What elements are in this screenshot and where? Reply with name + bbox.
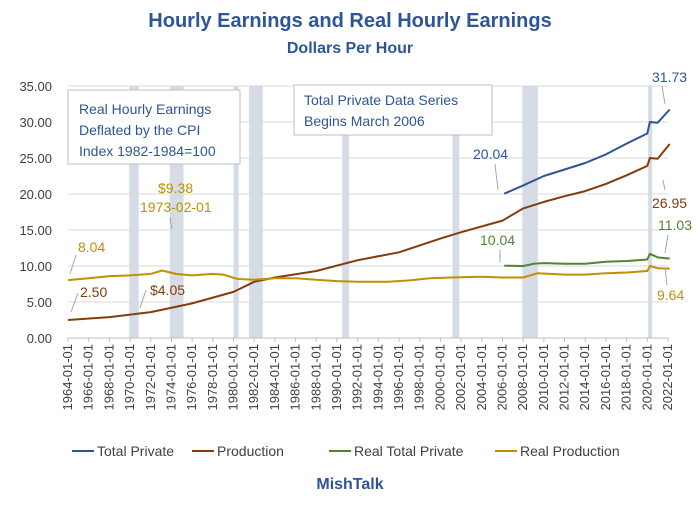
- label-leader-line: [69, 254, 77, 275]
- note-line: Total Private Data Series: [304, 92, 458, 108]
- x-tick-label: 1998-01-01: [412, 344, 427, 411]
- label-leader-line: [169, 216, 173, 230]
- x-tick-label: 2018-01-01: [619, 344, 634, 411]
- note-line: Real Hourly Earnings: [79, 101, 211, 117]
- series-line: [67, 143, 671, 321]
- legend-label: Production: [217, 443, 284, 459]
- legend-label: Total Private: [97, 443, 174, 459]
- x-tick-label: 1964-01-01: [60, 344, 75, 411]
- x-tick-label: 2016-01-01: [598, 344, 613, 411]
- series-lines: [67, 108, 671, 321]
- x-tick-label: 1968-01-01: [101, 344, 116, 411]
- recession-band: [342, 86, 350, 338]
- y-tick-label: 5.00: [27, 295, 52, 310]
- x-tick-label: 1978-01-01: [205, 344, 220, 411]
- x-tick-label: 2004-01-01: [474, 344, 489, 411]
- x-tick-label: 1970-01-01: [122, 344, 137, 411]
- x-tick-label: 1992-01-01: [350, 344, 365, 411]
- data-label: $9.38: [158, 180, 193, 196]
- note-line: Index 1982-1984=100: [79, 143, 216, 159]
- x-tick-label: 1974-01-01: [163, 344, 178, 411]
- legend-label: Real Production: [520, 443, 620, 459]
- x-tick-label: 2012-01-01: [557, 344, 572, 411]
- x-tick-label: 1984-01-01: [267, 344, 282, 411]
- chart-subtitle: Dollars Per Hour: [287, 40, 413, 57]
- x-tick-label: 2014-01-01: [577, 344, 592, 411]
- note-line: Deflated by the CPI: [79, 122, 200, 138]
- y-tick-label: 10.00: [19, 259, 52, 274]
- note-box-series-begin: Total Private Data Series Begins March 2…: [293, 84, 493, 136]
- label-leader-line: [70, 292, 79, 313]
- y-tick-label: 35.00: [19, 79, 52, 94]
- data-label: 2.50: [80, 284, 107, 300]
- note-line: Begins March 2006: [304, 113, 425, 129]
- recession-band: [522, 86, 538, 338]
- y-tick-label: 0.00: [27, 331, 52, 346]
- data-label: 11.03: [658, 217, 692, 233]
- label-leader-line: [494, 163, 499, 191]
- note-box-frame: [67, 89, 241, 165]
- y-tick-label: 15.00: [19, 223, 52, 238]
- data-label: 8.04: [78, 239, 105, 255]
- x-tick-label: 2010-01-01: [536, 344, 551, 411]
- data-label: $4.05: [150, 282, 185, 298]
- x-tick-label: 1990-01-01: [329, 344, 344, 411]
- y-axis-ticks: 0.00 5.00 10.00 15.00 20.00 25.00 30.00 35.00: [19, 79, 52, 346]
- data-label: 20.04: [473, 146, 508, 162]
- footer-brand: MishTalk: [316, 476, 383, 493]
- label-leader-line: [139, 289, 147, 309]
- data-label: 9.64: [657, 287, 684, 303]
- x-tick-label: 1996-01-01: [391, 344, 406, 411]
- note-box-frame: [293, 84, 493, 136]
- data-label: 1973-02-01: [140, 199, 212, 215]
- x-tick-label: 2006-01-01: [494, 344, 509, 411]
- x-tick-label: 2008-01-01: [515, 344, 530, 411]
- x-tick-label: 2020-01-01: [639, 344, 654, 411]
- x-tick-label: 1976-01-01: [184, 344, 199, 411]
- data-label: 26.95: [652, 195, 687, 211]
- label-leader-line: [664, 234, 669, 254]
- x-tick-label: 1986-01-01: [288, 344, 303, 411]
- y-tick-label: 30.00: [19, 115, 52, 130]
- x-tick-label: 1972-01-01: [143, 344, 158, 411]
- legend-label: Real Total Private: [354, 443, 464, 459]
- note-box-real-earnings: Real Hourly Earnings Deflated by the CPI…: [67, 89, 241, 165]
- recession-band: [233, 86, 239, 338]
- series-line: [504, 252, 670, 267]
- data-label: 10.04: [480, 232, 515, 248]
- x-tick-label: 2022-01-01: [660, 344, 675, 411]
- label-leader-line: [661, 85, 666, 105]
- x-tick-label: 1980-01-01: [226, 344, 241, 411]
- x-tick-label: 2000-01-01: [432, 344, 447, 411]
- series-line: [503, 108, 671, 195]
- y-tick-label: 25.00: [19, 151, 52, 166]
- x-tick-label: 1982-01-01: [246, 344, 261, 411]
- data-label: 31.73: [652, 69, 687, 85]
- x-tick-label: 1966-01-01: [81, 344, 96, 411]
- label-leader-line: [662, 179, 666, 191]
- x-tick-label: 2002-01-01: [453, 344, 468, 411]
- recession-band: [249, 86, 263, 338]
- y-tick-label: 20.00: [19, 187, 52, 202]
- recession-band: [452, 86, 460, 338]
- legend: Total Private Production Real Total Privat…: [72, 443, 620, 459]
- recession-band: [129, 86, 139, 338]
- x-tick-label: 1988-01-01: [308, 344, 323, 411]
- label-leader-line: [664, 267, 668, 286]
- recession-band: [648, 86, 653, 338]
- chart-title: Hourly Earnings and Real Hourly Earnings: [148, 10, 551, 32]
- x-axis-ticks: 1964-01-01 1966-01-01 1968-01-01 1970-01-01…: [60, 338, 675, 411]
- x-tick-label: 1994-01-01: [370, 344, 385, 411]
- series-line: [67, 265, 670, 283]
- data-labels: 8.04 2.50 $9.38 1973-02-01 $4.05 20.04 10.04 31…: [69, 69, 692, 313]
